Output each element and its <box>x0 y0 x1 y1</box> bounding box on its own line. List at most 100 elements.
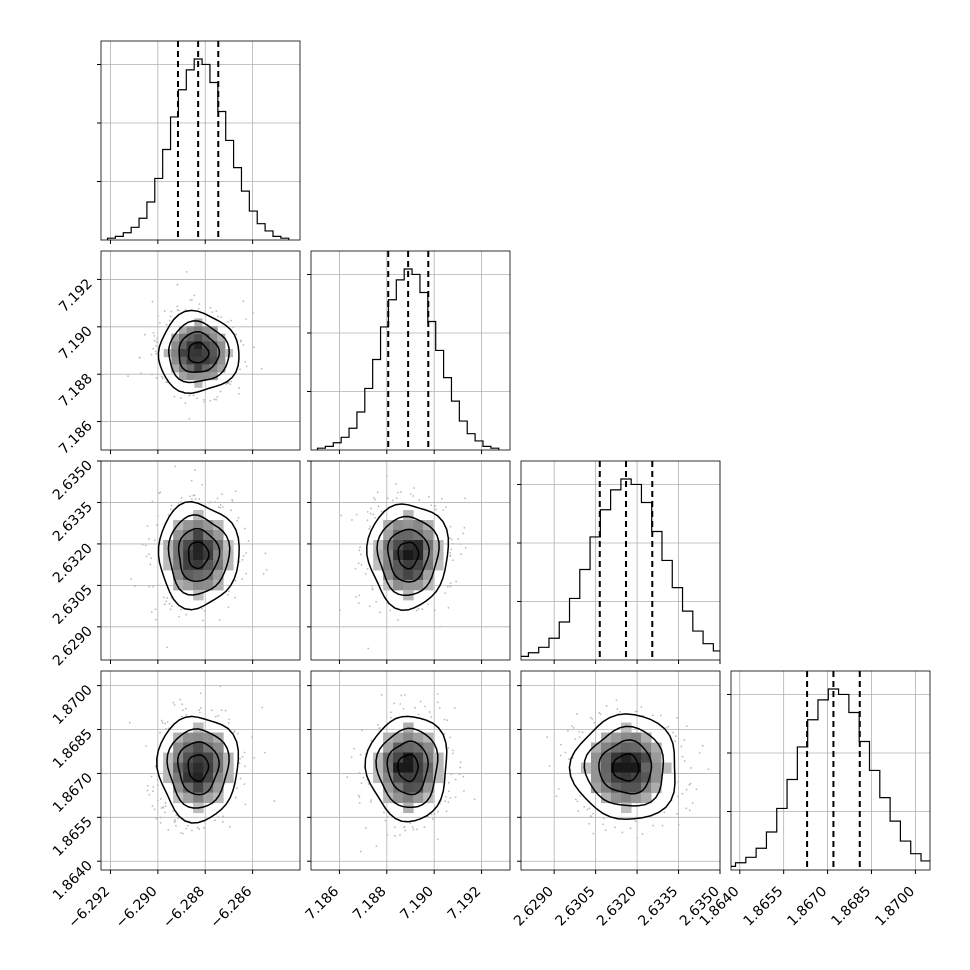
scatter-point <box>128 721 131 724</box>
density-cell <box>641 752 652 764</box>
scatter-point <box>166 721 169 723</box>
scatter-point <box>358 771 361 774</box>
scatter-point <box>233 729 236 732</box>
scatter-point <box>196 397 198 400</box>
scatter-point <box>159 491 162 494</box>
density-cell <box>201 356 211 365</box>
scatter-point <box>234 579 237 582</box>
density-cell <box>651 772 662 784</box>
panel-frame <box>520 460 721 661</box>
density-cell <box>631 792 642 804</box>
scatter-point <box>185 827 188 830</box>
scatter-point <box>383 811 385 814</box>
density-cell <box>383 742 394 754</box>
scatter-point <box>359 753 362 756</box>
density-cell <box>201 326 211 335</box>
scatter-point <box>164 811 166 814</box>
contour-1.5-sigma <box>166 728 230 809</box>
scatter-point <box>218 619 221 621</box>
scatter-point <box>447 585 449 588</box>
y-tick-label: 7.190 <box>56 323 96 363</box>
x-tick-label: −6.288 <box>160 884 208 932</box>
scatter-point <box>156 337 159 340</box>
scatter-points <box>339 475 467 650</box>
scatter-point <box>217 714 220 717</box>
scatter-point <box>168 319 171 322</box>
density-cell <box>179 326 188 335</box>
scatter-point <box>689 782 692 785</box>
density-cell <box>194 326 203 335</box>
scatter-point <box>691 801 694 804</box>
density-cell <box>163 772 174 784</box>
x-tick-label: 1.8655 <box>741 884 787 930</box>
density-cell <box>171 356 180 365</box>
density-cell <box>621 732 632 744</box>
density-cell <box>631 732 642 744</box>
density-cell <box>183 520 194 531</box>
scatter-point <box>351 519 353 521</box>
density-cell <box>423 772 434 784</box>
scatter-point <box>154 350 157 353</box>
scatter-point <box>262 572 265 575</box>
scatter-point <box>685 788 688 791</box>
scatter-point <box>339 609 341 612</box>
density-cell <box>173 559 184 571</box>
scatter-point <box>161 721 164 724</box>
scatter-point <box>182 832 184 835</box>
density-cell <box>621 742 632 754</box>
scatter-point <box>357 602 360 605</box>
scatter-point <box>236 519 239 522</box>
scatter-point <box>244 765 246 768</box>
scatter-point <box>156 515 159 518</box>
density-cell <box>631 752 642 764</box>
scatter-point <box>245 365 248 368</box>
scatter-point <box>371 585 374 587</box>
scatter-panel-3-0: −6.292 −6.290 −6.288 −6.2861.86401.86551.86… <box>50 670 301 932</box>
density-cell <box>223 772 234 784</box>
density-cell <box>223 559 234 571</box>
density-cell <box>203 540 214 551</box>
density-cell <box>641 772 652 784</box>
scatter-point <box>578 736 581 739</box>
contour-0.5-sigma <box>611 753 640 782</box>
scatter-point <box>189 298 192 301</box>
scatter-point <box>242 300 245 303</box>
density-cell <box>641 782 652 794</box>
scatter-point <box>436 693 439 695</box>
scatter-point <box>443 732 446 735</box>
scatter-point <box>440 497 443 500</box>
density-cell <box>183 579 194 591</box>
y-tick-label: 1.8685 <box>50 726 96 772</box>
scatter-point <box>588 807 591 810</box>
density-cell <box>631 772 642 784</box>
scatter-point <box>150 353 153 356</box>
scatter-point <box>428 711 431 713</box>
scatter-point <box>221 821 224 823</box>
scatter-point <box>145 555 148 558</box>
scatter-point <box>192 394 195 397</box>
scatter-point <box>159 731 161 734</box>
density-cell <box>590 752 602 764</box>
scatter-point <box>688 783 691 786</box>
scatter-point <box>194 469 196 472</box>
scatter-point <box>681 792 684 795</box>
density-cell <box>423 782 434 794</box>
scatter-point <box>241 755 244 758</box>
density-cells <box>163 318 234 388</box>
y-tick-label: 2.6320 <box>50 540 96 586</box>
scatter-point <box>367 647 370 650</box>
density-cell <box>621 752 632 764</box>
scatter-point <box>358 594 361 597</box>
contour-1.5-sigma <box>583 725 665 807</box>
x-tick-label: 2.6335 <box>635 884 681 930</box>
density-cell <box>601 732 612 744</box>
scatter-point <box>273 800 276 802</box>
scatter-point <box>162 806 165 808</box>
density-cell <box>163 349 172 358</box>
scatter-point <box>170 605 173 608</box>
scatter-point <box>172 809 175 812</box>
scatter-point <box>228 718 231 721</box>
scatter-point <box>153 339 156 342</box>
scatter-point <box>413 487 415 489</box>
density-cell <box>403 762 414 774</box>
